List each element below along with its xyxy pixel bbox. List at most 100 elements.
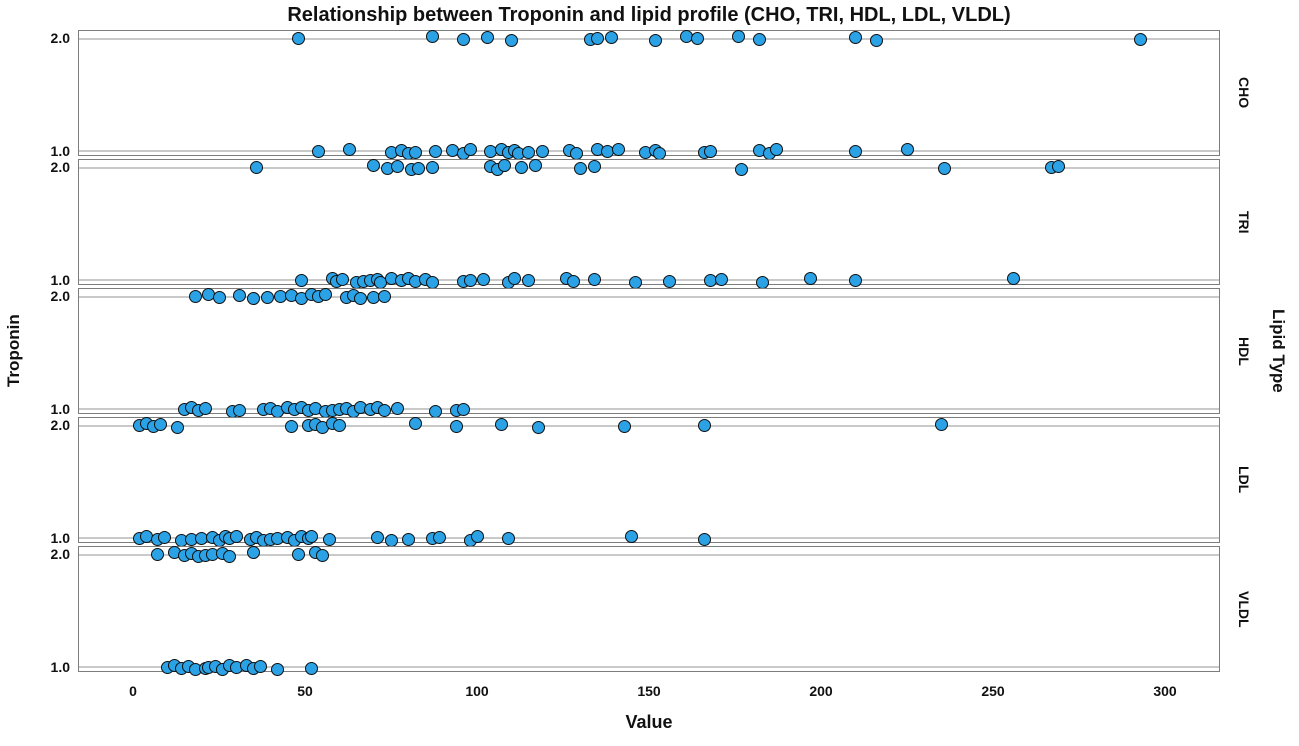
data-point bbox=[315, 548, 329, 562]
data-point bbox=[522, 145, 536, 159]
data-point bbox=[477, 272, 491, 286]
data-point bbox=[429, 144, 443, 158]
gridline-2 bbox=[79, 167, 1219, 169]
data-point bbox=[515, 160, 529, 174]
data-point bbox=[271, 662, 284, 676]
data-point bbox=[494, 417, 508, 431]
data-point bbox=[154, 417, 168, 431]
data-point bbox=[756, 275, 769, 289]
data-point bbox=[370, 530, 384, 544]
data-point bbox=[604, 30, 618, 44]
data-point bbox=[498, 158, 511, 172]
data-point bbox=[848, 30, 862, 44]
data-point bbox=[590, 31, 604, 45]
y-tick-label: 2.0 bbox=[50, 159, 70, 175]
data-point bbox=[480, 30, 494, 44]
data-point bbox=[291, 547, 305, 561]
data-point bbox=[566, 274, 580, 288]
data-point bbox=[522, 273, 536, 287]
data-point bbox=[212, 290, 226, 304]
data-point bbox=[291, 31, 305, 45]
panel-hdl bbox=[78, 288, 1220, 414]
y-tick-label: 1.0 bbox=[50, 401, 70, 417]
data-point bbox=[1051, 159, 1065, 173]
panel-ldl bbox=[78, 417, 1220, 543]
data-point bbox=[425, 275, 439, 289]
data-point bbox=[188, 289, 202, 303]
panel-label-tri: TRI bbox=[1236, 210, 1252, 234]
data-point bbox=[222, 549, 236, 563]
y-tick-label: 2.0 bbox=[50, 546, 70, 562]
data-point bbox=[508, 271, 522, 285]
gridline-2 bbox=[79, 554, 1219, 556]
data-point bbox=[848, 144, 862, 158]
y-axis-label: Troponin bbox=[4, 314, 23, 388]
panel-vldl bbox=[78, 546, 1220, 672]
data-point bbox=[470, 529, 484, 543]
data-point bbox=[246, 291, 260, 305]
data-point bbox=[429, 404, 443, 418]
data-point bbox=[253, 659, 267, 673]
panel-label-hdl: HDL bbox=[1236, 336, 1252, 366]
data-point bbox=[570, 146, 584, 160]
data-point bbox=[735, 162, 749, 176]
data-point bbox=[449, 419, 463, 433]
x-tick-label: 100 bbox=[465, 683, 489, 699]
data-point bbox=[900, 142, 914, 156]
data-point bbox=[697, 418, 711, 432]
data-point bbox=[731, 29, 745, 43]
data-point bbox=[250, 160, 264, 174]
data-point bbox=[714, 272, 728, 286]
data-point bbox=[504, 33, 518, 47]
data-point bbox=[305, 529, 319, 543]
data-point bbox=[377, 289, 391, 303]
x-tick-label: 0 bbox=[129, 683, 137, 699]
data-point bbox=[150, 547, 164, 561]
data-point bbox=[322, 532, 336, 546]
data-point bbox=[848, 273, 862, 287]
data-point bbox=[456, 32, 470, 46]
gridline-1 bbox=[79, 408, 1219, 410]
x-axis-label: Value bbox=[625, 712, 673, 732]
data-point bbox=[769, 142, 783, 156]
data-point bbox=[649, 33, 663, 47]
x-tick-label: 200 bbox=[809, 683, 833, 699]
data-point bbox=[312, 144, 326, 158]
data-point bbox=[804, 271, 818, 285]
data-point bbox=[391, 159, 405, 173]
x-tick-label: 250 bbox=[981, 683, 1005, 699]
gridline-2 bbox=[79, 296, 1219, 298]
data-point bbox=[938, 161, 952, 175]
data-point bbox=[697, 532, 711, 546]
data-point bbox=[611, 142, 625, 156]
data-point bbox=[501, 531, 515, 545]
data-point bbox=[690, 31, 704, 45]
data-point bbox=[284, 419, 298, 433]
data-point bbox=[233, 288, 247, 302]
panel-axis-label: Lipid Type bbox=[1269, 309, 1288, 393]
data-point bbox=[198, 401, 212, 415]
data-point bbox=[432, 530, 446, 544]
data-point bbox=[408, 145, 422, 159]
data-point bbox=[587, 159, 601, 173]
data-point bbox=[384, 533, 398, 547]
data-point bbox=[367, 158, 381, 172]
y-tick-label: 1.0 bbox=[50, 143, 70, 159]
y-tick-label: 2.0 bbox=[50, 417, 70, 433]
data-point bbox=[246, 545, 260, 559]
data-point bbox=[625, 529, 639, 543]
x-tick-label: 50 bbox=[297, 683, 313, 699]
gridline-1 bbox=[79, 279, 1219, 281]
data-point bbox=[463, 273, 477, 287]
data-point bbox=[573, 161, 587, 175]
data-point bbox=[663, 274, 677, 288]
data-point bbox=[652, 146, 666, 160]
data-point bbox=[869, 33, 883, 47]
data-point bbox=[1134, 32, 1148, 46]
data-point bbox=[628, 275, 642, 289]
data-point bbox=[1007, 271, 1021, 285]
data-point bbox=[353, 291, 367, 305]
data-point bbox=[391, 401, 405, 415]
plot-area: 2.0 1.0 CHO 2.0 1.0 TRI 2.0 1.0 HDL 2.0 1.0 LDL 2.0 1… bbox=[51, 29, 1252, 699]
